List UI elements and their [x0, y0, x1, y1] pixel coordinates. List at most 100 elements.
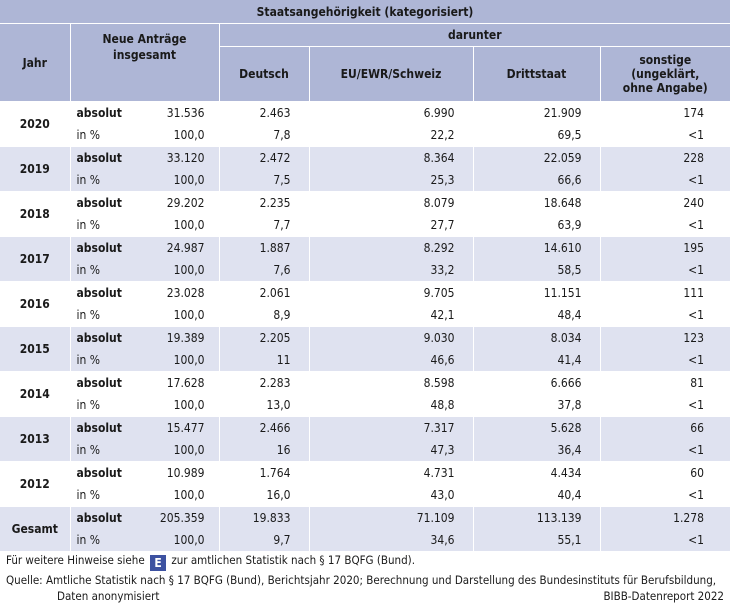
e-info-icon[interactable]: E — [150, 555, 167, 571]
table-row: 2019 absolut 33.120 2.472 8.364 22.059 228 — [0, 146, 730, 192]
cell-deutsch: 7,6 — [218, 259, 309, 282]
cell-deutsch: 9,7 — [218, 529, 309, 551]
cell-drittstaat: 37,8 — [472, 394, 600, 417]
row-label-prozent: in % — [70, 124, 142, 147]
cell-eu-ewr-schweiz: 71.109 — [308, 506, 473, 529]
cell-neue-antraege: 15.477 — [142, 416, 220, 439]
cell-sonstige: <1 — [599, 169, 730, 192]
source-line-1: Quelle: Amtliche Statistik nach § 17 BQF… — [6, 573, 717, 587]
cell-sonstige: 1.278 — [599, 506, 730, 529]
cell-drittstaat: 58,5 — [472, 259, 600, 282]
cell-eu-ewr-schweiz: 25,3 — [308, 169, 473, 192]
table-row: 2013 absolut 15.477 2.466 7.317 5.628 66 — [0, 416, 730, 462]
table-row: in % 100,0 8,9 42,1 48,4 <1 — [0, 304, 730, 327]
row-year: 2017 — [0, 236, 71, 282]
row-year: 2018 — [0, 191, 71, 237]
header-row-title: Staatsangehörigkeit (kategorisiert) — [0, 0, 730, 24]
cell-sonstige: 111 — [599, 281, 730, 304]
table-row: Gesamt absolut 205.359 19.833 71.109 113.139 1… — [0, 506, 730, 551]
cell-deutsch: 1.764 — [218, 461, 309, 484]
cell-deutsch: 2.283 — [218, 371, 309, 394]
cell-eu-ewr-schweiz: 8.598 — [308, 371, 473, 394]
cell-deutsch: 8,9 — [218, 304, 309, 327]
row-label-absolut: absolut — [70, 236, 142, 259]
row-label-absolut: absolut — [70, 101, 142, 124]
col-header-sonst-line1: sonstige — [639, 53, 692, 67]
cell-neue-antraege: 17.628 — [142, 371, 220, 394]
header-row-columns: Deutsch EU/EWR/Schweiz Drittstaat sonsti… — [0, 46, 730, 102]
col-header-deutsch: Deutsch — [218, 46, 309, 102]
col-header-sonstige: sonstige (ungeklärt, ohne Angabe) — [599, 46, 730, 102]
row-label-prozent: in % — [70, 169, 142, 192]
table-row: in % 100,0 16 47,3 36,4 <1 — [0, 439, 730, 462]
table-row: in % 100,0 7,7 27,7 63,9 <1 — [0, 214, 730, 237]
cell-deutsch: 2.205 — [218, 326, 309, 349]
cell-sonstige: <1 — [599, 349, 730, 372]
row-label-absolut: absolut — [70, 461, 142, 484]
cell-sonstige: 228 — [599, 146, 730, 169]
cell-drittstaat: 14.610 — [472, 236, 600, 259]
row-label-prozent: in % — [70, 529, 142, 551]
row-year: 2019 — [0, 146, 71, 192]
table-row: 2016 absolut 23.028 2.061 9.705 11.151 111 — [0, 281, 730, 327]
cell-deutsch: 1.887 — [218, 236, 309, 259]
col-header-jahr: Jahr — [0, 23, 70, 102]
cell-sonstige: <1 — [599, 439, 730, 462]
cell-eu-ewr-schweiz: 4.731 — [308, 461, 473, 484]
table-row: in % 100,0 9,7 34,6 55,1 <1 — [0, 529, 730, 551]
col-header-neue-antraege: Neue Anträge insgesamt — [69, 23, 219, 102]
cell-drittstaat: 36,4 — [472, 439, 600, 462]
row-label-absolut: absolut — [70, 191, 142, 214]
cell-eu-ewr-schweiz: 6.990 — [308, 101, 473, 124]
cell-eu-ewr-schweiz: 9.705 — [308, 281, 473, 304]
cell-neue-antraege: 33.120 — [142, 146, 220, 169]
footnote-hint: Für weitere Hinweise siehe E zur amtlich… — [6, 552, 415, 571]
cell-drittstaat: 66,6 — [472, 169, 600, 192]
table-row: in % 100,0 7,8 22,2 69,5 <1 — [0, 124, 730, 147]
cell-drittstaat: 55,1 — [472, 529, 600, 551]
cell-drittstaat: 69,5 — [472, 124, 600, 147]
cell-sonstige: <1 — [599, 529, 730, 551]
cell-eu-ewr-schweiz: 47,3 — [308, 439, 473, 462]
cell-eu-ewr-schweiz: 33,2 — [308, 259, 473, 282]
table-row: 2020 absolut 31.536 2.463 6.990 21.909 174 — [0, 101, 730, 147]
cell-sonstige: <1 — [599, 484, 730, 507]
cell-deutsch: 16,0 — [218, 484, 309, 507]
row-label-absolut: absolut — [70, 506, 142, 529]
cell-drittstaat: 21.909 — [472, 101, 600, 124]
cell-deutsch: 2.061 — [218, 281, 309, 304]
cell-deutsch: 13,0 — [218, 394, 309, 417]
row-label-absolut: absolut — [70, 371, 142, 394]
cell-drittstaat: 63,9 — [472, 214, 600, 237]
row-year: 2016 — [0, 281, 71, 327]
cell-sonstige: <1 — [599, 259, 730, 282]
cell-deutsch: 2.235 — [218, 191, 309, 214]
cell-neue-antraege: 100,0 — [142, 439, 220, 462]
table-row: in % 100,0 13,0 48,8 37,8 <1 — [0, 394, 730, 417]
cell-neue-antraege: 100,0 — [142, 214, 220, 237]
cell-sonstige: 240 — [599, 191, 730, 214]
source-line-2: Daten anonymisiert — [57, 589, 160, 603]
cell-sonstige: <1 — [599, 124, 730, 147]
cell-neue-antraege: 100,0 — [142, 484, 220, 507]
cell-sonstige: <1 — [599, 214, 730, 237]
report-credit: BIBB-Datenreport 2022 — [603, 589, 724, 603]
hint-text-after: zur amtlichen Statistik nach § 17 BQFG (… — [171, 553, 415, 567]
cell-eu-ewr-schweiz: 48,8 — [308, 394, 473, 417]
row-year: 2020 — [0, 101, 71, 147]
row-label-prozent: in % — [70, 349, 142, 372]
table-row: 2015 absolut 19.389 2.205 9.030 8.034 123 — [0, 326, 730, 372]
table-row: 2018 absolut 29.202 2.235 8.079 18.648 240 — [0, 191, 730, 237]
cell-eu-ewr-schweiz: 27,7 — [308, 214, 473, 237]
cell-drittstaat: 6.666 — [472, 371, 600, 394]
table-row: in % 100,0 11 46,6 41,4 <1 — [0, 349, 730, 372]
cell-neue-antraege: 100,0 — [142, 304, 220, 327]
cell-deutsch: 11 — [218, 349, 309, 372]
row-label-absolut: absolut — [70, 146, 142, 169]
cell-drittstaat: 48,4 — [472, 304, 600, 327]
cell-sonstige: 123 — [599, 326, 730, 349]
cell-drittstaat: 40,4 — [472, 484, 600, 507]
cell-sonstige: 60 — [599, 461, 730, 484]
table-row: in % 100,0 7,6 33,2 58,5 <1 — [0, 259, 730, 282]
cell-eu-ewr-schweiz: 8.079 — [308, 191, 473, 214]
